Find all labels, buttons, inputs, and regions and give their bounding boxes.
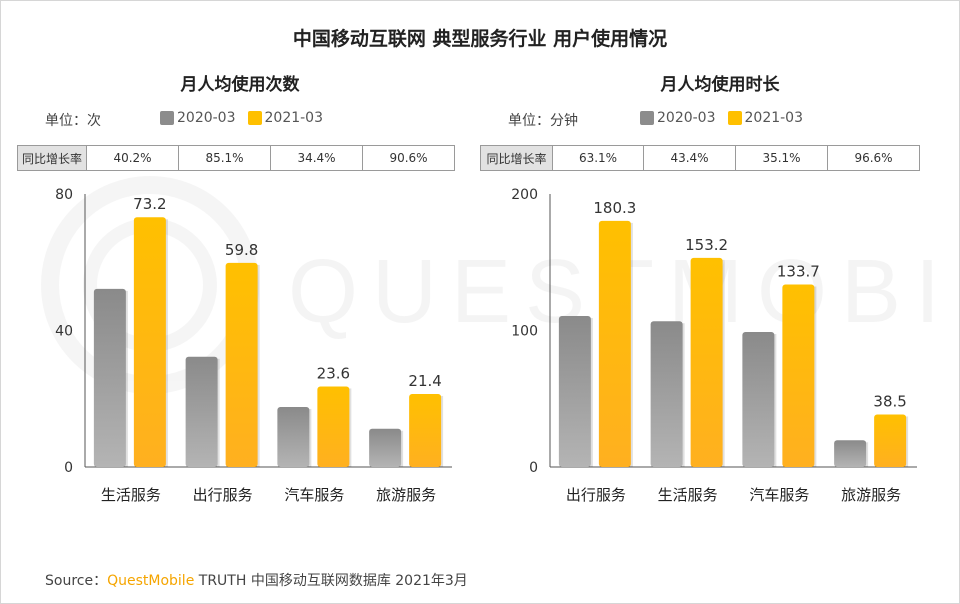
- yoy-header: 同比增长率: [17, 145, 87, 171]
- bar-2020: [834, 440, 867, 467]
- legend-swatch-gray: [160, 111, 174, 125]
- data-label: 21.4: [408, 372, 441, 390]
- yoy-cell: 96.6%: [827, 145, 920, 171]
- bar-2020: [558, 316, 591, 467]
- bar-2021: [782, 284, 815, 467]
- data-label: 73.2: [133, 195, 166, 213]
- bar-2021: [225, 262, 258, 467]
- legend-label-2021: 2021-03: [264, 110, 324, 126]
- legend-label-2020: 2020-03: [177, 110, 236, 126]
- x-category-label: 生活服务: [101, 486, 161, 504]
- yoy-cell: 43.4%: [643, 145, 736, 171]
- bar-2020: [93, 288, 126, 467]
- legend-swatch-yellow: [727, 111, 742, 125]
- bar-2020: [650, 321, 683, 467]
- legend-swatch-yellow: [247, 111, 262, 125]
- legend-label-2021: 2021-03: [744, 110, 804, 126]
- x-category-label: 生活服务: [658, 486, 718, 504]
- right-legend: 2020-03 2021-03: [640, 110, 815, 126]
- right-yoy-table: 同比增长率 63.1% 43.4% 35.1% 96.6%: [480, 145, 920, 171]
- data-label: 38.5: [873, 392, 906, 410]
- y-tick-label: 0: [64, 460, 73, 476]
- source-brand: QuestMobile: [107, 573, 195, 589]
- data-label: 153.2: [685, 236, 728, 254]
- legend-item-2021: 2021-03: [727, 110, 804, 126]
- bar-2021: [317, 386, 350, 467]
- yoy-cell: 40.2%: [86, 145, 179, 171]
- legend-item-2020: 2020-03: [640, 110, 716, 126]
- bar-2020: [277, 406, 310, 467]
- source-note: Source：QuestMobile TRUTH 中国移动互联网数据库 2021…: [45, 570, 468, 590]
- bar-2021: [690, 257, 723, 467]
- y-tick-label: 100: [511, 324, 538, 340]
- left-legend: 2020-03 2021-03: [160, 110, 335, 126]
- legend-item-2020: 2020-03: [160, 110, 236, 126]
- x-category-label: 汽车服务: [284, 486, 344, 504]
- yoy-cell: 35.1%: [735, 145, 828, 171]
- legend-swatch-gray: [640, 111, 654, 125]
- x-category-label: 汽车服务: [749, 486, 809, 504]
- y-tick-label: 0: [529, 460, 538, 476]
- left-unit-label: 单位：次: [45, 113, 101, 129]
- figure-title: 中国移动互联网 典型服务行业 用户使用情况: [292, 28, 668, 50]
- right-bar-chart: 0 100 200 180.3 出行服务 153.2 生活服务 133.7 汽车服务 38.5 旅游…: [511, 187, 917, 504]
- bar-2020: [369, 428, 402, 467]
- bar-2021: [133, 217, 166, 467]
- source-rest: TRUTH 中国移动互联网数据库 2021年3月: [198, 573, 468, 589]
- bar-2021: [874, 414, 907, 467]
- right-unit-label: 单位：分钟: [508, 113, 578, 129]
- left-yoy-table: 同比增长率 40.2% 85.1% 34.4% 90.6%: [17, 145, 455, 171]
- data-label: 180.3: [593, 199, 636, 217]
- yoy-cell: 90.6%: [362, 145, 455, 171]
- bar-2021: [409, 393, 442, 467]
- bar-2020: [742, 332, 775, 467]
- yoy-cell: 85.1%: [178, 145, 271, 171]
- yoy-cell: 34.4%: [270, 145, 363, 171]
- x-category-label: 旅游服务: [376, 486, 436, 504]
- legend-item-2021: 2021-03: [247, 110, 324, 126]
- yoy-cell: 63.1%: [552, 145, 644, 171]
- right-chart-title: 月人均使用时长: [660, 75, 780, 95]
- legend-label-2020: 2020-03: [657, 110, 716, 126]
- data-label: 23.6: [317, 364, 350, 382]
- y-tick-label: 40: [55, 324, 73, 340]
- left-bar-chart: 0 40 80 73.2 生活服务 59.8 出行服务 23.6 汽车服务 21.4 旅游服务: [55, 187, 452, 504]
- x-category-label: 旅游服务: [841, 486, 901, 504]
- y-tick-label: 200: [511, 187, 538, 203]
- bar-2021: [598, 220, 631, 467]
- yoy-header: 同比增长率: [480, 145, 553, 171]
- left-chart-title: 月人均使用次数: [180, 75, 300, 95]
- x-category-label: 出行服务: [193, 486, 253, 504]
- data-label: 133.7: [777, 262, 820, 280]
- x-category-label: 出行服务: [566, 486, 626, 504]
- data-label: 59.8: [225, 241, 258, 259]
- source-prefix: Source：: [45, 573, 108, 589]
- bar-2020: [185, 356, 218, 467]
- y-tick-label: 80: [55, 187, 73, 203]
